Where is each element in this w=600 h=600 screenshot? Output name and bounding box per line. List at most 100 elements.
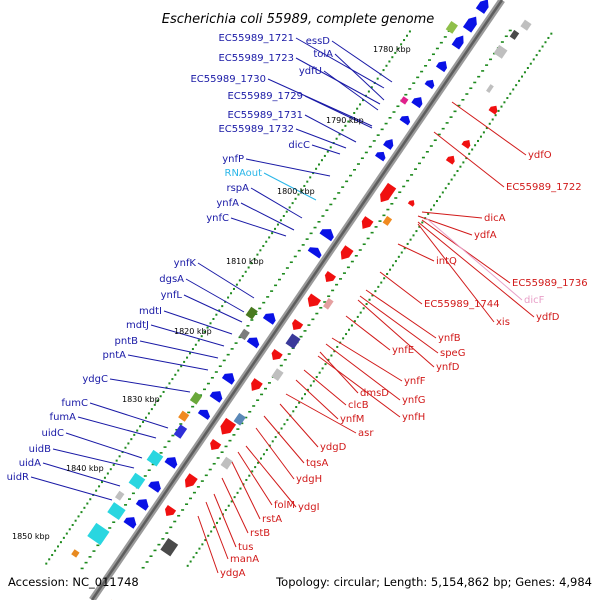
tick-dot [168, 382, 171, 385]
tick-dot [374, 226, 378, 228]
tick-dot [212, 462, 216, 465]
feature-block [128, 472, 146, 490]
tick-dot [80, 511, 83, 514]
feature-block [71, 549, 80, 558]
tick-dot [350, 324, 353, 327]
kbp-tick-label: 1780 kbp [373, 45, 411, 54]
kbp-tick-label: 1820 kbp [174, 327, 212, 336]
tick-dot [321, 367, 324, 370]
tick-dot [392, 111, 396, 113]
tick-dot [252, 405, 256, 407]
forward-connector [52, 448, 135, 469]
tick-dot [51, 554, 54, 557]
tick-dot [288, 206, 291, 209]
tick-dot [143, 475, 147, 477]
reverse-gene-label: EC55989_1722 [506, 182, 582, 193]
tick-dot [465, 157, 468, 160]
reverse-connector [425, 217, 523, 301]
reverse-gene-arrow [307, 247, 322, 259]
tick-dot [294, 197, 297, 200]
tick-dot [414, 168, 418, 170]
tick-dot [309, 176, 312, 179]
reverse-gene-label: ydfO [528, 150, 552, 161]
tick-dot [311, 318, 315, 321]
feature-block [493, 44, 508, 59]
tick-dot [509, 92, 512, 95]
tick-dot [112, 463, 115, 466]
tick-dot [77, 515, 80, 518]
tick-dot [165, 532, 169, 534]
tick-dot [453, 174, 456, 177]
forward-connector [334, 53, 385, 101]
label-connectors [30, 37, 535, 574]
forward-gene-label: ydfU [299, 66, 322, 77]
feature-block [146, 449, 164, 467]
tick-dot [433, 204, 436, 207]
tick-dot [245, 478, 248, 481]
tick-dot [95, 489, 98, 492]
tick-dot [216, 457, 220, 459]
tick-dot [153, 403, 156, 406]
tick-dot [326, 150, 329, 153]
forward-connector [331, 40, 393, 83]
tick-dot [306, 180, 309, 183]
reverse-gene-label: speG [440, 348, 465, 359]
tick-dot [127, 498, 131, 500]
tick-dot [547, 36, 550, 39]
tick-dot [465, 93, 469, 95]
tick-dot [541, 45, 544, 48]
tick-dot [338, 133, 341, 136]
tick-dot [271, 232, 274, 235]
tick-dot [504, 35, 508, 38]
forward-connector [240, 202, 295, 231]
tick-dot [386, 208, 390, 211]
feature-block [323, 297, 334, 310]
tick-dot [191, 348, 194, 351]
reverse-gene-label: tus [238, 542, 253, 553]
tick-dot [356, 107, 359, 110]
tick-dot [408, 88, 412, 90]
tick-dot [281, 272, 285, 275]
tick-dot [277, 278, 281, 281]
tick-dot [297, 193, 300, 196]
tick-dot [124, 446, 127, 449]
tick-dot [459, 165, 462, 168]
tick-dot [370, 231, 374, 234]
forward-gene-label: tolA [313, 49, 333, 60]
tick-dot [456, 169, 459, 172]
tick-dot [200, 335, 203, 338]
tick-dot [257, 461, 260, 464]
reverse-connector [417, 215, 473, 236]
tick-dot [439, 41, 443, 44]
forward-gene-arrow [324, 270, 337, 283]
tick-dot [342, 272, 346, 274]
tick-dot [268, 236, 271, 239]
tick-dot [198, 547, 201, 550]
tick-dot [285, 267, 289, 269]
accession-text: Accession: NC_011748 [8, 575, 139, 589]
reverse-connector [279, 403, 319, 448]
tick-dot [253, 257, 256, 260]
tick-dot [283, 423, 286, 426]
tick-dot [320, 159, 323, 162]
reverse-gene-label: ydgH [296, 474, 322, 485]
tick-dot [367, 90, 370, 93]
forward-connector [295, 128, 347, 149]
tick-dot [187, 411, 191, 414]
tick-dot [412, 234, 415, 237]
tick-dot [359, 103, 362, 106]
tick-dot [279, 364, 283, 367]
tick-dot [344, 124, 347, 127]
forward-gene-label: mdtJ [126, 320, 149, 331]
tick-dot [213, 526, 216, 529]
tick-dot [468, 152, 471, 155]
reverse-gene-arrow [411, 97, 423, 109]
reverse-gene-label: dmsD [360, 388, 389, 399]
tick-dot [500, 105, 503, 108]
reverse-gene-label: rstA [262, 514, 282, 525]
tick-dot [309, 384, 312, 387]
tick-dot [403, 39, 406, 42]
forward-gene-arrow [220, 417, 237, 435]
tick-dot [362, 243, 366, 246]
tick-dot [315, 167, 318, 170]
